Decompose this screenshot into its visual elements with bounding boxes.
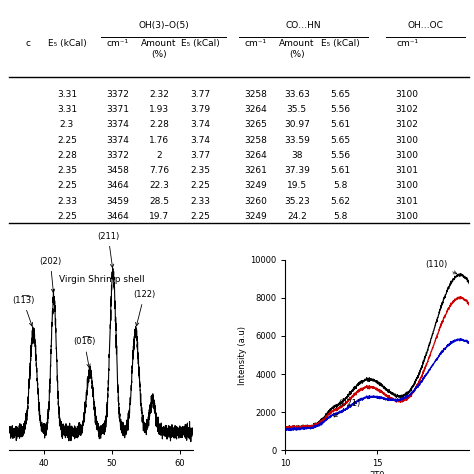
Text: 3.74: 3.74 [190,120,210,129]
Text: 3.79: 3.79 [190,105,210,114]
Text: 3264: 3264 [244,105,267,114]
Text: 2.25: 2.25 [191,182,210,191]
Text: cm⁻¹: cm⁻¹ [396,39,418,48]
Text: 1.93: 1.93 [149,105,169,114]
Text: c: c [26,39,30,48]
Text: 5.8: 5.8 [333,182,348,191]
Text: 3372: 3372 [106,151,129,160]
Text: 30.97: 30.97 [284,120,310,129]
Text: E₅ (kCal): E₅ (kCal) [47,39,86,48]
Text: 3249: 3249 [244,212,267,221]
Text: (122): (122) [133,290,155,326]
Text: E₅ (kCal): E₅ (kCal) [321,39,360,48]
Text: 5.61: 5.61 [330,120,351,129]
Text: Virgin Shrimp shell: Virgin Shrimp shell [59,275,144,284]
Text: 2: 2 [156,151,162,160]
Text: 2.35: 2.35 [190,166,210,175]
Text: 2.33: 2.33 [190,197,210,206]
Text: 5.56: 5.56 [330,151,351,160]
Text: 3374: 3374 [106,120,129,129]
Text: 24.2: 24.2 [287,212,307,221]
Text: 2.33: 2.33 [57,197,77,206]
Text: (11͞3̅): (11͞3̅) [12,296,34,326]
Text: 5.56: 5.56 [330,105,351,114]
Text: 3100: 3100 [396,151,419,160]
Text: 2.28: 2.28 [149,120,169,129]
Text: 5.62: 5.62 [330,197,350,206]
Text: 1.76: 1.76 [149,136,169,145]
Text: 3464: 3464 [106,182,129,191]
Y-axis label: Intensity (a.u): Intensity (a.u) [238,326,247,384]
Text: 38: 38 [291,151,302,160]
Text: 3100: 3100 [396,182,419,191]
Text: E₅ (kCal): E₅ (kCal) [181,39,219,48]
Text: 7.76: 7.76 [149,166,169,175]
Text: CO…HN: CO…HN [286,20,321,29]
Text: 5.65: 5.65 [330,136,351,145]
Text: 19.5: 19.5 [287,182,307,191]
Text: 3371: 3371 [106,105,129,114]
Text: 33.59: 33.59 [284,136,310,145]
Text: 3374: 3374 [106,136,129,145]
Text: 3459: 3459 [106,197,129,206]
Text: 3264: 3264 [244,151,267,160]
Text: 3100: 3100 [396,212,419,221]
Text: 3100: 3100 [396,136,419,145]
Text: (211): (211) [97,232,119,268]
Text: 2.3: 2.3 [60,120,74,129]
Text: 3464: 3464 [106,212,129,221]
Text: 3102: 3102 [396,105,419,114]
Text: 35.5: 35.5 [287,105,307,114]
Text: 33.63: 33.63 [284,90,310,99]
Text: OH…OC: OH…OC [408,20,444,29]
Text: 2.25: 2.25 [57,212,77,221]
Text: 3101: 3101 [396,166,419,175]
Text: 2.28: 2.28 [57,151,77,160]
Text: Amount
(%): Amount (%) [141,39,177,59]
Text: cm⁻¹: cm⁻¹ [245,39,266,48]
Text: 3.77: 3.77 [190,151,210,160]
Text: 3261: 3261 [244,166,267,175]
Text: 5.61: 5.61 [330,166,351,175]
Text: 3.77: 3.77 [190,90,210,99]
Text: 2.25: 2.25 [57,136,77,145]
Text: 3258: 3258 [244,90,267,99]
Text: 3.74: 3.74 [190,136,210,145]
Text: OH(3)–O(5): OH(3)–O(5) [138,20,189,29]
Text: 5.8: 5.8 [333,212,348,221]
Text: 2.35: 2.35 [57,166,77,175]
Text: 3102: 3102 [396,120,419,129]
Text: 3258: 3258 [244,136,267,145]
Text: 19.7: 19.7 [149,212,169,221]
Text: 3249: 3249 [244,182,267,191]
Text: 3.31: 3.31 [57,90,77,99]
Text: (110): (110) [425,260,457,274]
Text: 2.25: 2.25 [57,182,77,191]
Text: cm⁻¹: cm⁻¹ [107,39,128,48]
Text: (202): (202) [39,257,62,292]
Text: 22.3: 22.3 [149,182,169,191]
Text: 28.5: 28.5 [149,197,169,206]
Text: 35.23: 35.23 [284,197,310,206]
Text: 2.25: 2.25 [191,212,210,221]
Text: 3.31: 3.31 [57,105,77,114]
Text: 3260: 3260 [244,197,267,206]
Text: Amount
(%): Amount (%) [279,39,315,59]
Text: (01͞6̅): (01͞6̅) [73,337,96,367]
Text: 2.32: 2.32 [149,90,169,99]
X-axis label: 2Tθ: 2Tθ [370,471,385,474]
Text: 3372: 3372 [106,90,129,99]
Text: 37.39: 37.39 [284,166,310,175]
Text: 3265: 3265 [244,120,267,129]
Text: 3101: 3101 [396,197,419,206]
Text: 5.65: 5.65 [330,90,351,99]
Text: 3458: 3458 [106,166,129,175]
Text: 3100: 3100 [396,90,419,99]
Text: (021): (021) [334,400,361,417]
